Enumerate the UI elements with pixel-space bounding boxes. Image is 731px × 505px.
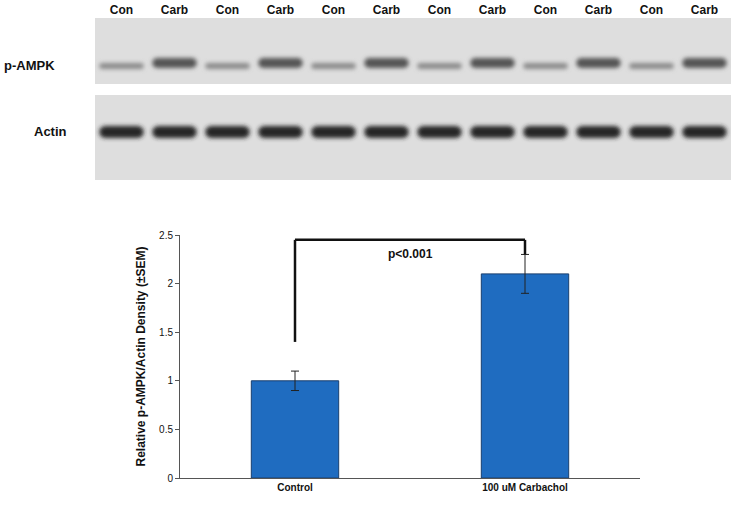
svg-text:Carb: Carb (585, 3, 612, 17)
svg-text:Carb: Carb (479, 3, 506, 17)
svg-text:Carb: Carb (267, 3, 294, 17)
svg-text:2.5: 2.5 (159, 230, 173, 241)
svg-text:Con: Con (640, 3, 663, 17)
svg-text:Con: Con (110, 3, 133, 17)
svg-text:p<0.001: p<0.001 (388, 247, 433, 261)
svg-text:0.5: 0.5 (159, 424, 173, 435)
svg-text:0: 0 (167, 473, 173, 484)
svg-text:1.5: 1.5 (159, 327, 173, 338)
svg-text:1: 1 (167, 375, 173, 386)
svg-text:Relative p-AMPK/Actin Density: Relative p-AMPK/Actin Density (±SEM) (134, 247, 148, 467)
svg-text:Carb: Carb (691, 3, 718, 17)
svg-text:Carb: Carb (161, 3, 188, 17)
svg-text:Carb: Carb (373, 3, 400, 17)
svg-text:Con: Con (322, 3, 345, 17)
svg-text:p-AMPK: p-AMPK (4, 58, 55, 73)
svg-text:Con: Con (216, 3, 239, 17)
svg-text:Actin: Actin (34, 124, 67, 139)
svg-text:Con: Con (534, 3, 557, 17)
svg-text:100 uM Carbachol: 100 uM Carbachol (482, 482, 568, 493)
svg-text:Con: Con (428, 3, 451, 17)
svg-text:Control: Control (277, 482, 313, 493)
svg-text:2: 2 (167, 278, 173, 289)
